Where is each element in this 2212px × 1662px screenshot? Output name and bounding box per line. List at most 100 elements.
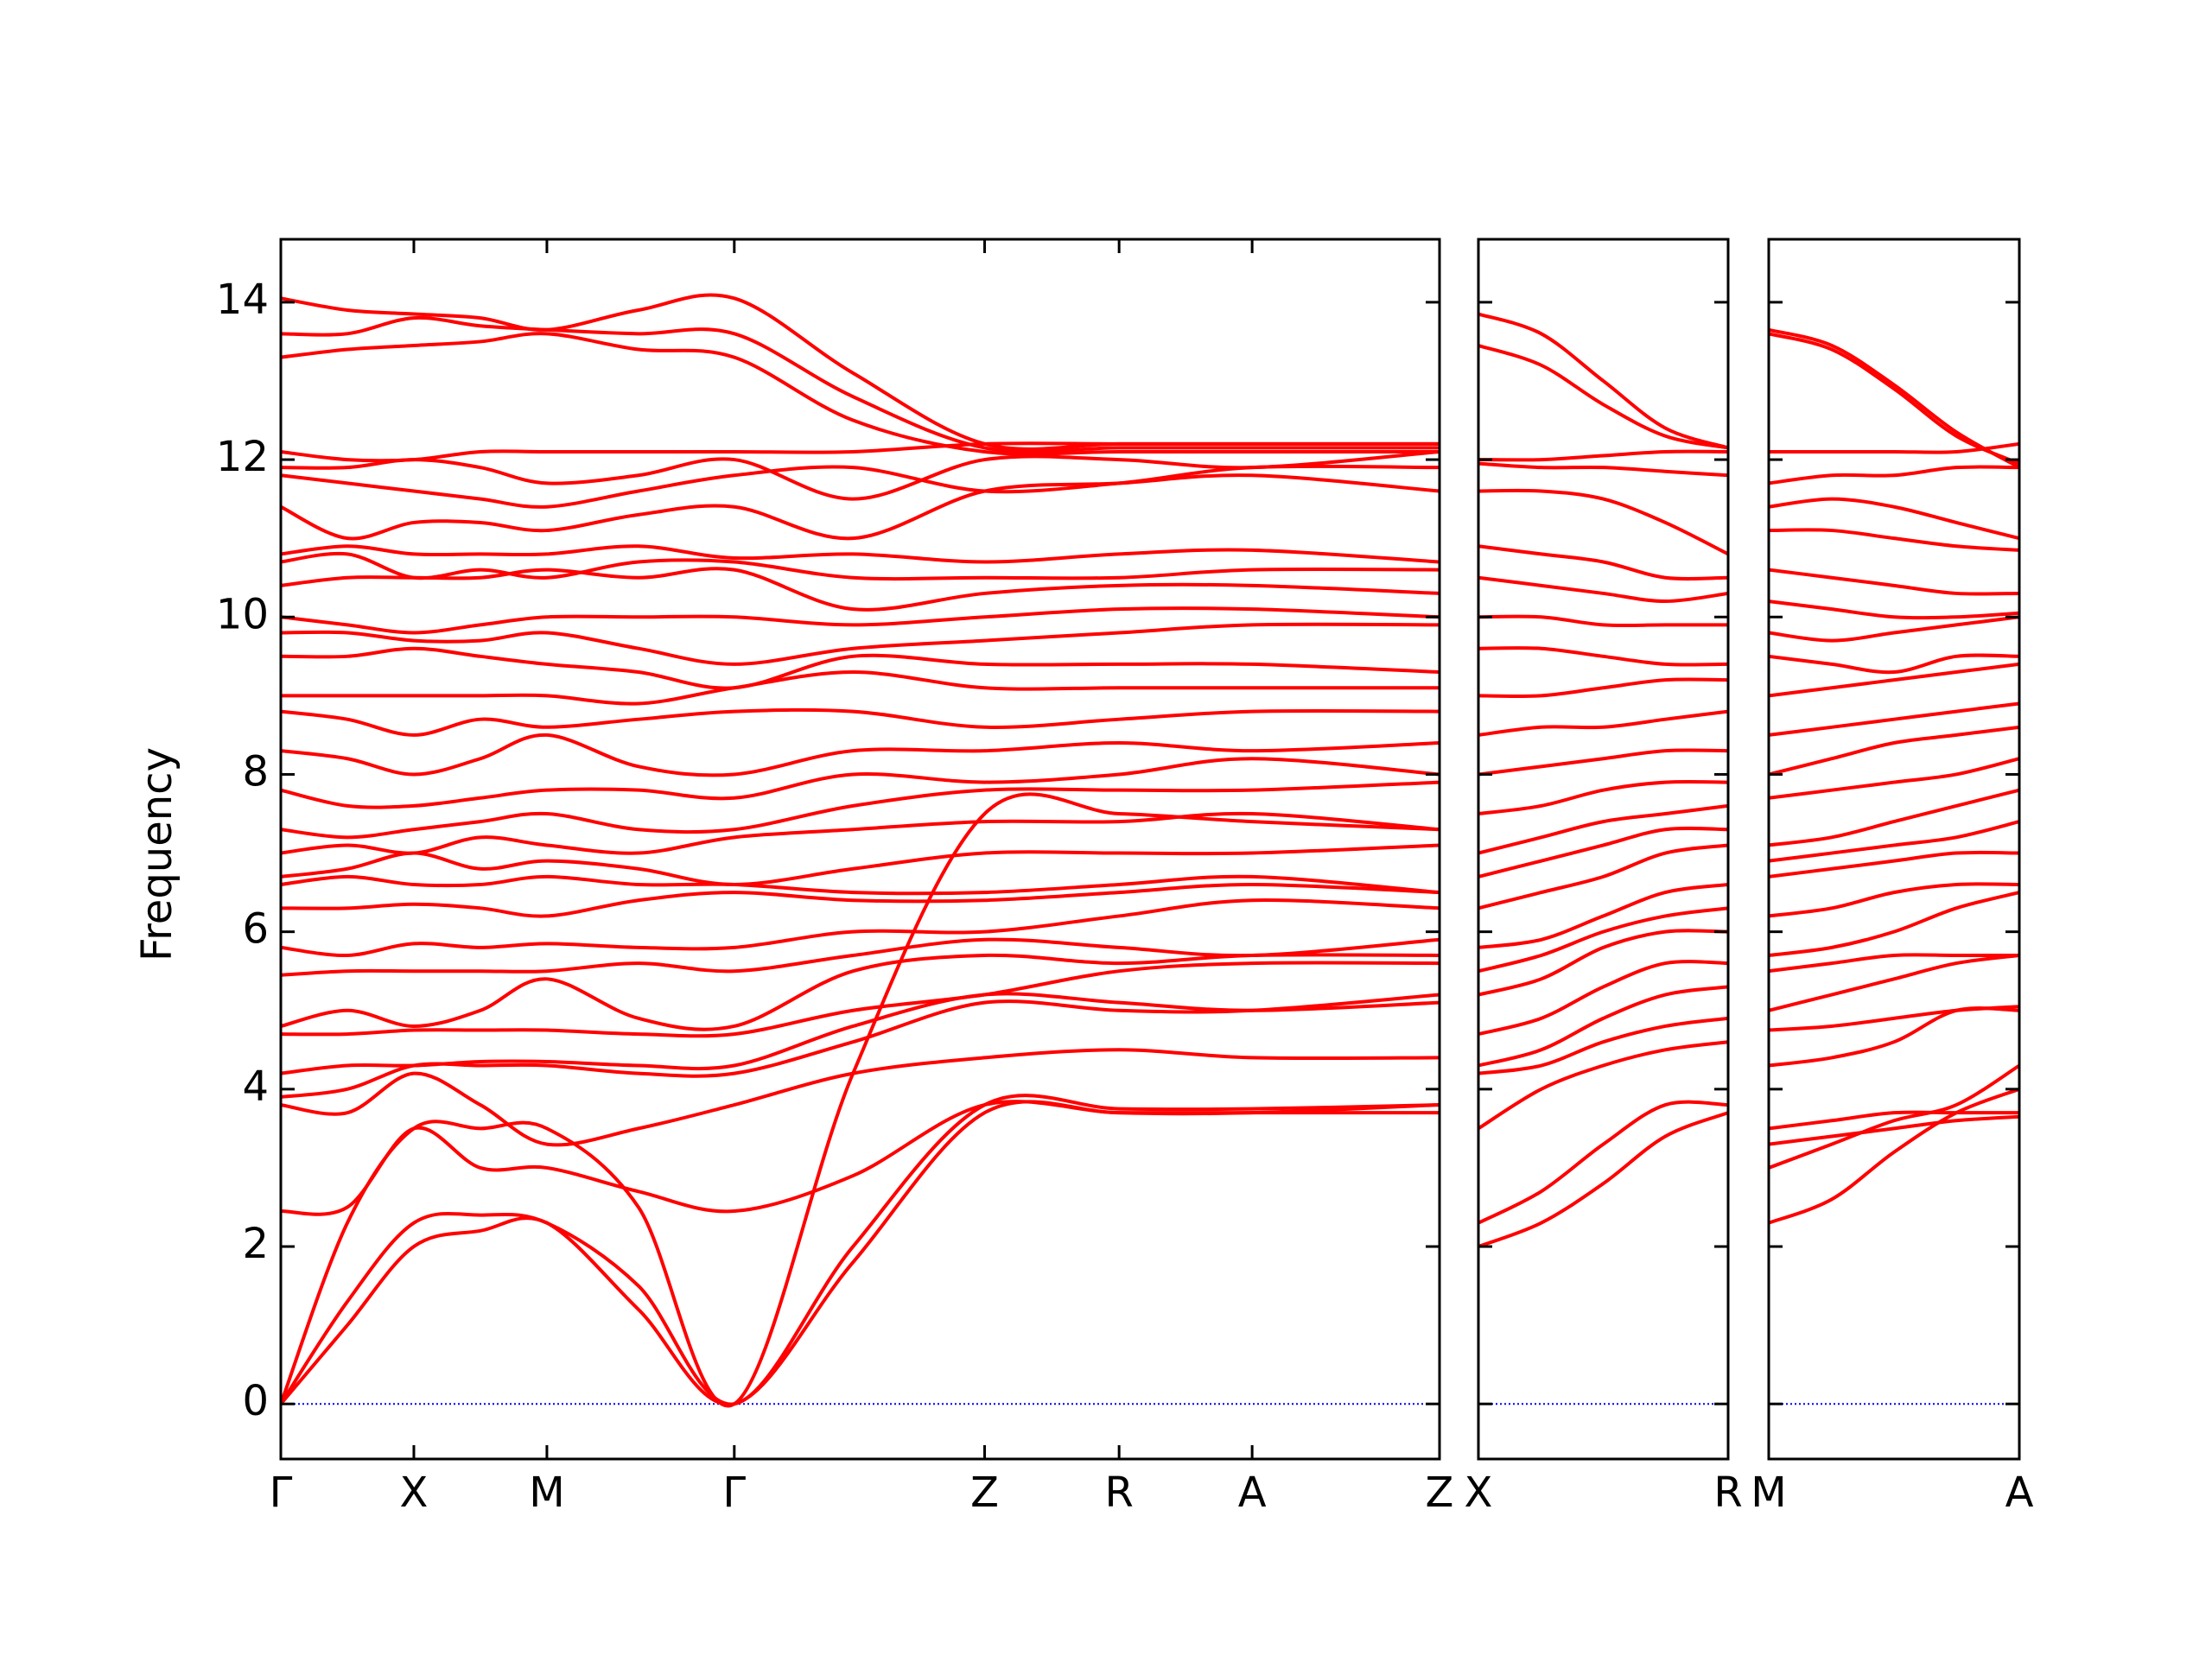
band-line [1769, 757, 2019, 800]
band-line [281, 1100, 1440, 1406]
band-line [281, 937, 1440, 977]
y-tick-label: 14 [216, 276, 269, 324]
y-tick-label: 6 [242, 905, 269, 954]
band-line [1769, 1005, 2019, 1032]
band-line [1769, 1087, 2019, 1225]
x-tick-label: X [400, 1469, 429, 1517]
band-line [281, 1048, 1440, 1147]
band-line [281, 780, 1440, 840]
band-line [281, 1100, 1440, 1216]
plot-area [1478, 312, 1728, 1405]
band-line [1769, 1063, 2019, 1170]
band-line [1769, 615, 2019, 643]
band-line [1769, 568, 2019, 596]
band-line [281, 315, 1440, 454]
band-line [1769, 441, 2019, 454]
x-tick-label: Γ [270, 1469, 293, 1517]
band-line [1769, 497, 2019, 541]
band-line [281, 992, 1440, 1075]
x-tick-label: M [1751, 1469, 1786, 1517]
band-line [1478, 1100, 1728, 1225]
axes-frame [279, 238, 1441, 1461]
band-line [1769, 701, 2019, 737]
x-tick-label: A [2005, 1469, 2034, 1517]
band-line [1769, 332, 2019, 466]
band-line [1769, 850, 2019, 879]
band-line [1769, 599, 2019, 620]
band-line [1769, 465, 2019, 485]
band-line [1478, 883, 1728, 949]
x-tick-label: X [1465, 1469, 1493, 1517]
band-line [1478, 312, 1728, 450]
band-line [281, 464, 1440, 509]
band-line [281, 670, 1440, 706]
x-tick-label: Γ [722, 1469, 746, 1517]
band-line [1478, 960, 1728, 1037]
band-line [1478, 826, 1728, 879]
x-tick-label: Z [1426, 1469, 1454, 1517]
band-line [1769, 820, 2019, 863]
band-line [1769, 953, 2019, 974]
band-line [1478, 449, 1728, 462]
band-line [1478, 1040, 1728, 1131]
band-line [1769, 882, 2019, 918]
y-tick-label: 4 [242, 1063, 269, 1111]
x-tick-label: Z [970, 1469, 999, 1517]
band-line [1478, 779, 1728, 815]
band-line [1478, 677, 1728, 699]
band-line [281, 293, 1440, 451]
x-tick-label: A [1238, 1469, 1267, 1517]
band-line [1769, 528, 2019, 552]
band-line [1769, 653, 2019, 675]
band-line [1478, 803, 1728, 855]
band-line [281, 811, 1440, 855]
band-line [1769, 891, 2019, 957]
band-line [1478, 575, 1728, 604]
band-line [281, 882, 1440, 918]
y-axis-label: Frequency [133, 747, 181, 961]
band-line [1478, 614, 1728, 628]
band-line [281, 874, 1440, 896]
y-tick-label: 2 [242, 1220, 269, 1268]
band-line [1478, 461, 1728, 478]
x-tick-label: R [1104, 1469, 1133, 1517]
band-line [1478, 1016, 1728, 1075]
band-line [281, 551, 1440, 581]
band-line [281, 332, 1440, 456]
band-line [281, 473, 1440, 541]
band-line [1769, 327, 2019, 469]
band-line [281, 544, 1440, 564]
band-line [1478, 985, 1728, 1068]
y-tick-label: 0 [242, 1377, 269, 1425]
band-line [1478, 344, 1728, 450]
band-line [281, 606, 1440, 635]
band-line [1478, 843, 1728, 910]
band-line [281, 843, 1440, 886]
band-line [1769, 662, 2019, 698]
axes-frame [1767, 238, 2021, 1461]
band-line [1478, 906, 1728, 974]
plot-area [281, 293, 1440, 1408]
band-line [1478, 748, 1728, 777]
band-line [281, 733, 1440, 777]
band-line [281, 961, 1440, 1038]
band-line [1769, 788, 2019, 847]
y-tick-label: 10 [216, 590, 269, 638]
band-line [281, 757, 1440, 809]
band-line [1478, 544, 1728, 581]
band-line [1478, 709, 1728, 737]
band-line [281, 622, 1440, 666]
band-line [1769, 953, 2019, 1012]
band-line [1769, 1114, 2019, 1146]
y-tick-label: 8 [242, 747, 269, 796]
axes-frame [1477, 238, 1730, 1461]
band-line [281, 646, 1440, 690]
band-line [281, 898, 1440, 957]
band-line [1478, 1111, 1728, 1248]
band-line [1478, 646, 1728, 667]
band-line [1478, 929, 1728, 997]
plot-area [1769, 327, 2019, 1405]
x-tick-label: R [1713, 1469, 1742, 1517]
